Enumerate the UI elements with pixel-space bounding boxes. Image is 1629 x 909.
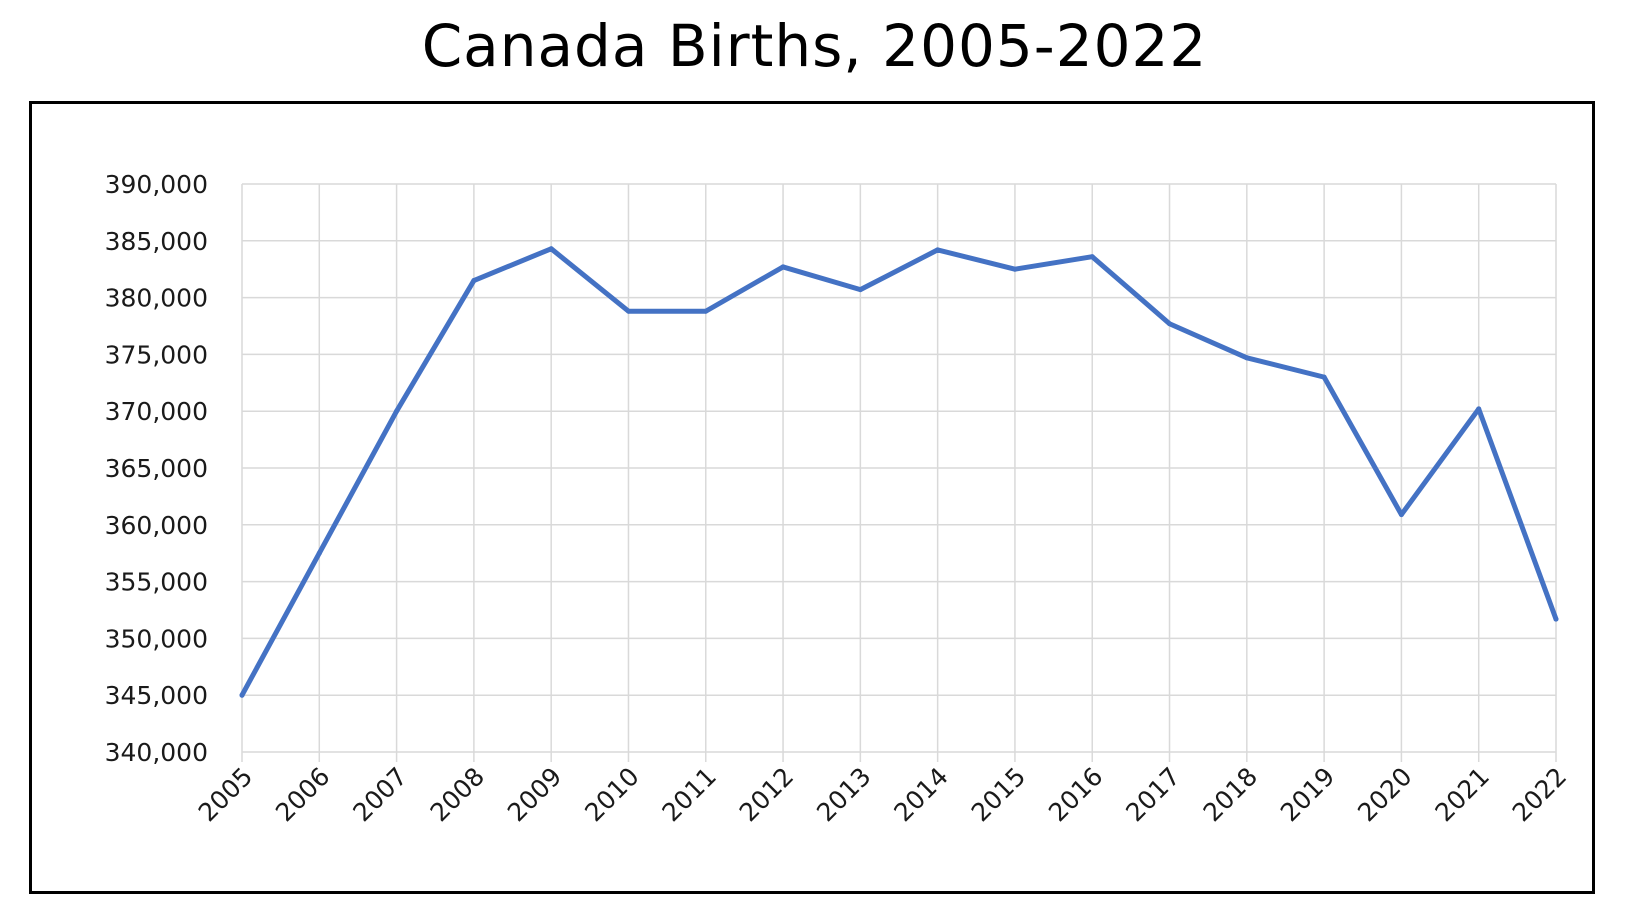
data-point [1398, 512, 1404, 518]
data-point [548, 246, 554, 252]
data-point [1167, 321, 1173, 327]
data-point [1553, 616, 1559, 622]
data-point [1321, 374, 1327, 380]
x-tick-label: 2020 [1352, 762, 1417, 827]
x-tick-label: 2009 [502, 762, 567, 827]
x-tick-label: 2007 [347, 762, 412, 827]
y-tick-label: 355,000 [105, 568, 208, 597]
data-point [857, 287, 863, 293]
x-tick-label: 2018 [1198, 762, 1263, 827]
x-tick-label: 2006 [270, 762, 335, 827]
x-tick-label: 2022 [1507, 762, 1572, 827]
data-point [1476, 406, 1482, 412]
y-tick-label: 345,000 [105, 681, 208, 710]
x-tick-label: 2012 [734, 762, 799, 827]
y-tick-label: 370,000 [105, 397, 208, 426]
x-tick-label: 2019 [1275, 762, 1340, 827]
x-tick-label: 2013 [811, 762, 876, 827]
y-tick-label: 390,000 [105, 170, 208, 199]
data-point [394, 408, 400, 414]
chart-frame [29, 101, 1595, 894]
data-point [471, 278, 477, 284]
y-tick-label: 380,000 [105, 284, 208, 313]
x-tick-label: 2011 [657, 762, 722, 827]
x-tick-label: 2008 [425, 762, 490, 827]
y-tick-label: 375,000 [105, 340, 208, 369]
x-tick-label: 2014 [888, 762, 953, 827]
y-tick-label: 365,000 [105, 454, 208, 483]
data-point [780, 264, 786, 270]
x-tick-label: 2021 [1429, 762, 1494, 827]
series-line [239, 246, 1559, 698]
chart-title: Canada Births, 2005-2022 [421, 12, 1208, 80]
data-point [1089, 254, 1095, 260]
y-tick-label: 385,000 [105, 227, 208, 256]
data-point [1012, 266, 1018, 272]
data-point [316, 550, 322, 556]
x-tick-label: 2016 [1043, 762, 1108, 827]
x-axis-ticks: 2005 2006 2007 2008 2009 2010 2011 2012 2013 2014… [193, 762, 1572, 827]
series-layer [239, 246, 1559, 698]
data-point [935, 247, 941, 253]
data-point [239, 692, 245, 698]
data-point [1244, 355, 1250, 361]
x-tick-label: 2015 [966, 762, 1031, 827]
y-tick-label: 350,000 [105, 624, 208, 653]
data-point [625, 308, 631, 314]
data-point [703, 308, 709, 314]
y-tick-label: 340,000 [105, 738, 208, 767]
y-axis-ticks: 340,000 345,000 350,000 355,000 360,000 365,0… [105, 170, 208, 767]
y-tick-label: 360,000 [105, 511, 208, 540]
x-tick-label: 2010 [579, 762, 644, 827]
x-tick-label: 2017 [1120, 762, 1185, 827]
x-tick-label: 2005 [193, 762, 258, 827]
